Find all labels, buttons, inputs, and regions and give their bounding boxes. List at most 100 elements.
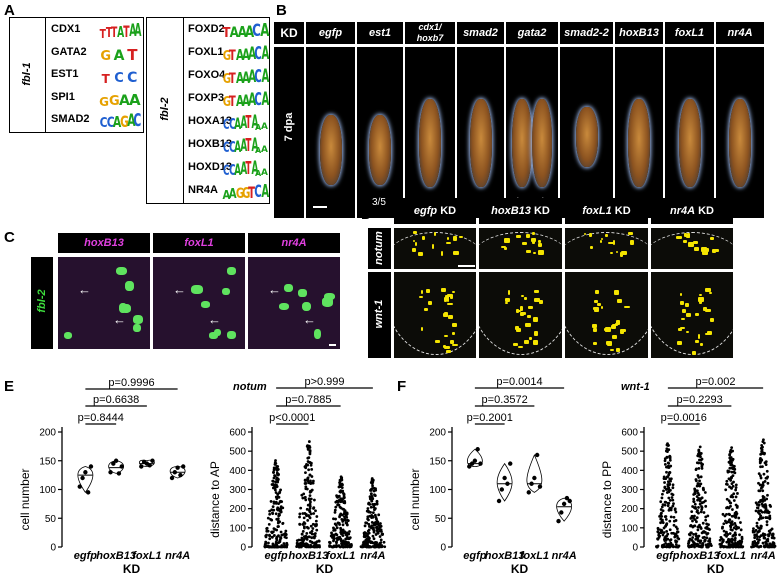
data-point	[671, 483, 675, 487]
data-point	[337, 495, 341, 498]
data-point	[731, 457, 735, 461]
data-point	[278, 520, 282, 524]
data-point	[707, 523, 710, 527]
data-point	[337, 485, 341, 489]
data-point	[334, 517, 337, 521]
data-point	[345, 515, 349, 519]
signal-spot	[685, 330, 690, 333]
data-point	[656, 530, 660, 534]
data-point	[371, 480, 375, 484]
data-point	[730, 470, 734, 474]
y-axis-label: cell number	[408, 468, 422, 530]
data-point	[753, 533, 757, 537]
data-point	[663, 545, 667, 548]
data-point	[266, 529, 270, 533]
data-point	[698, 479, 701, 483]
data-point	[666, 532, 670, 536]
data-point	[343, 517, 347, 521]
data-point	[307, 514, 311, 518]
signal-spot	[412, 239, 416, 243]
data-point	[672, 502, 675, 506]
grid-row-label-text: notum	[373, 230, 385, 265]
data-point	[305, 531, 309, 535]
data-point	[276, 477, 280, 481]
signal-spot	[687, 241, 694, 247]
data-point	[733, 467, 737, 471]
violin	[466, 448, 483, 467]
data-point	[727, 499, 731, 503]
data-point	[305, 525, 309, 529]
motif-base: T	[127, 45, 138, 64]
data-point	[755, 544, 759, 548]
signal-spot	[522, 242, 528, 246]
data-point	[667, 448, 671, 452]
data-point	[383, 545, 387, 549]
motif-base: A	[248, 67, 257, 87]
p-value-label: p=0.0016	[661, 412, 707, 424]
signal-spot	[683, 239, 688, 244]
data-point	[302, 525, 306, 529]
motif-base: A	[248, 90, 257, 110]
data-point	[314, 524, 317, 528]
signal-spot	[604, 327, 607, 331]
data-point	[366, 529, 370, 533]
x-tick-label: egfp	[463, 550, 487, 562]
data-point	[332, 517, 335, 521]
data-point	[659, 500, 663, 504]
data-point	[366, 507, 370, 510]
signal-spot	[504, 246, 508, 250]
data-point	[311, 527, 315, 530]
data-point	[339, 506, 343, 510]
data-point	[279, 488, 282, 492]
signal-spot	[620, 252, 623, 258]
y-tick-label: 600	[229, 428, 246, 439]
data-point	[693, 505, 697, 509]
data-point	[761, 516, 765, 520]
grid-header-gene: foxL1	[582, 204, 612, 217]
motif-base: T	[101, 72, 110, 86]
worm	[532, 99, 552, 187]
fish-image-hoxb13: ← ←	[58, 257, 150, 349]
p-value-label: p=0.0014	[496, 376, 542, 388]
motif-base: T	[248, 183, 256, 202]
motif-base: A	[242, 45, 250, 64]
worm	[419, 99, 441, 187]
data-point	[374, 533, 378, 536]
data-point	[666, 504, 670, 508]
data-point	[698, 544, 702, 548]
data-point	[365, 541, 369, 544]
panel-label-f: F	[397, 378, 407, 395]
y-tick-label: 500	[229, 447, 246, 458]
motif-base: A	[113, 47, 125, 64]
data-point	[298, 512, 302, 516]
data-point	[765, 520, 769, 524]
data-point	[278, 513, 281, 517]
signal-spot	[532, 251, 537, 255]
data-point	[371, 511, 375, 515]
signal-spot	[534, 297, 540, 302]
data-point	[364, 521, 368, 525]
data-point	[663, 462, 667, 466]
data-point	[731, 484, 735, 488]
data-point	[767, 510, 771, 514]
data-point	[699, 482, 703, 486]
data-point	[340, 478, 344, 482]
data-point	[372, 537, 376, 541]
motif-base: A	[250, 157, 258, 179]
signal-spot	[593, 328, 597, 332]
signal-spot	[515, 326, 520, 330]
signal-spot	[440, 288, 447, 292]
data-point	[736, 526, 740, 530]
motif-base: C	[99, 116, 108, 131]
data-point	[178, 472, 183, 478]
signal-spot	[596, 302, 601, 307]
data-point	[378, 535, 382, 538]
data-point	[341, 534, 345, 538]
signal-spot	[594, 300, 598, 303]
signal-spot	[711, 248, 717, 253]
data-point	[698, 499, 702, 503]
tf-foxl1: FOXL1	[188, 46, 224, 58]
data-point	[119, 464, 124, 469]
motif-base: C	[228, 138, 236, 156]
grid-header-kd: KD	[611, 204, 631, 217]
